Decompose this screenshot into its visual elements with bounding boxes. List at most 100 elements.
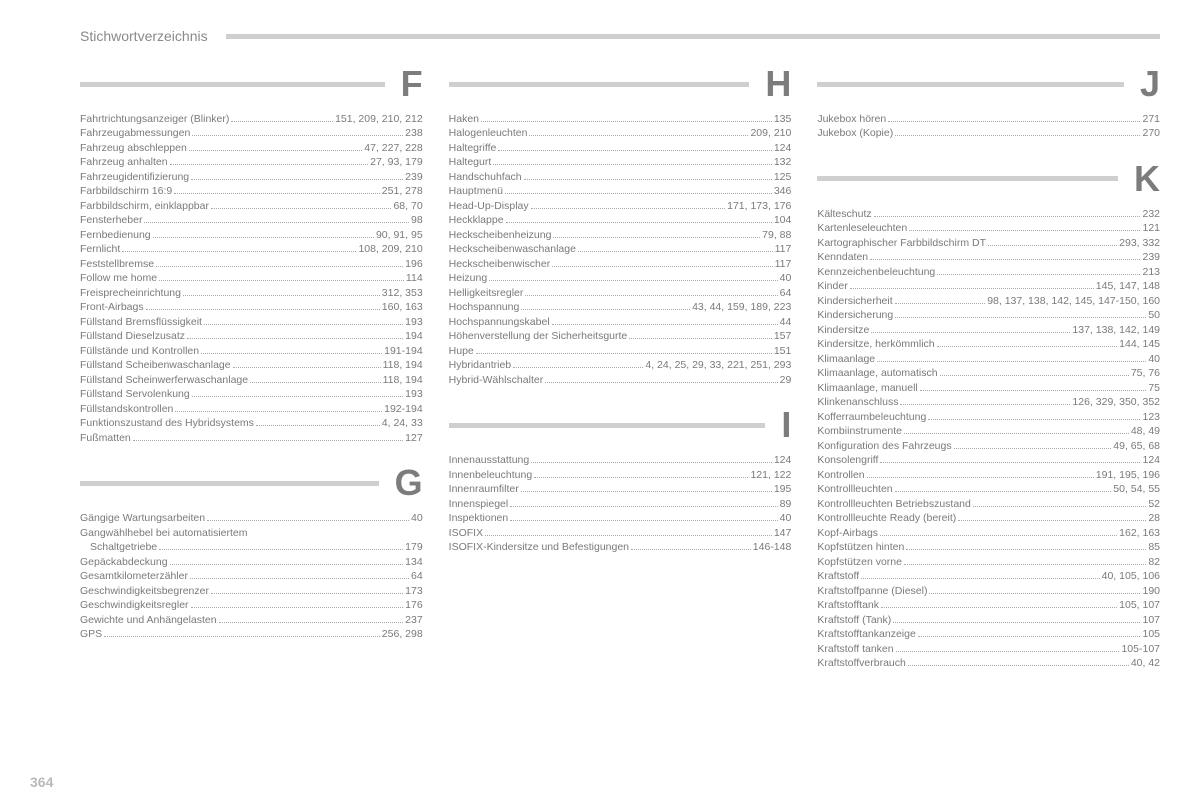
index-pages: 193: [405, 315, 423, 329]
index-entry: Farbbildschirm, einklappbar68, 70: [80, 199, 423, 213]
index-entry: ISOFIX-Kindersitze und Befestigungen146-…: [449, 540, 792, 554]
index-pages: 124: [1142, 453, 1160, 467]
index-term: Gängige Wartungsarbeiten: [80, 511, 205, 525]
index-term: Kindersicherung: [817, 308, 893, 322]
index-section: HHaken135Halogenleuchten209, 210Haltegri…: [449, 66, 792, 387]
leader-dots: [870, 259, 1140, 260]
index-term: Follow me home: [80, 271, 157, 285]
index-pages: 118, 194: [383, 373, 423, 387]
index-term: Hauptmenü: [449, 184, 503, 198]
section-head: J: [817, 66, 1160, 102]
index-term: Kraftstofftankanzeige: [817, 627, 915, 641]
index-term: Kofferraumbeleuchtung: [817, 410, 926, 424]
index-term: Hupe: [449, 344, 474, 358]
index-entry: Klimaanlage, automatisch75, 76: [817, 366, 1160, 380]
leader-dots: [896, 651, 1120, 652]
index-entry: Gesamtkilometerzähler64: [80, 569, 423, 583]
index-term: Hochspannung: [449, 300, 520, 314]
index-entry: Fensterheber98: [80, 213, 423, 227]
index-term: Füllstandskontrollen: [80, 402, 173, 416]
index-entry: Heckklappe104: [449, 213, 792, 227]
index-entry: Konfiguration des Fahrzeugs49, 65, 68: [817, 439, 1160, 453]
index-entry: Funktionszustand des Hybridsystems4, 24,…: [80, 416, 423, 430]
leader-dots: [888, 121, 1140, 122]
header-rule: [226, 34, 1160, 39]
index-pages: 29: [780, 373, 792, 387]
leader-dots: [219, 622, 404, 623]
index-entry: Kontrollleuchten Betriebszustand52: [817, 497, 1160, 511]
index-pages: 162, 163: [1119, 526, 1160, 540]
leader-dots: [861, 578, 1099, 579]
index-pages: 151: [774, 344, 792, 358]
leader-dots: [174, 193, 380, 194]
index-entry: Füllstand Dieselzusatz194: [80, 329, 423, 343]
index-term: Fußmatten: [80, 431, 131, 445]
index-term: Kraftstoff: [817, 569, 859, 583]
index-entry: Innenbeleuchtung121, 122: [449, 468, 792, 482]
leader-dots: [524, 179, 772, 180]
section-rule: [449, 423, 766, 428]
leader-dots: [144, 222, 409, 223]
leader-dots: [578, 251, 773, 252]
leader-dots: [231, 121, 333, 122]
index-pages: 40, 105, 106: [1102, 569, 1160, 583]
index-term: Geschwindigkeitsregler: [80, 598, 189, 612]
leader-dots: [531, 462, 772, 463]
index-entry: Front-Airbags160, 163: [80, 300, 423, 314]
index-entry: Inspektionen 40: [449, 511, 792, 525]
index-entry: ISOFIX147: [449, 526, 792, 540]
page-header: Stichwortverzeichnis: [80, 28, 1160, 44]
index-pages: 105-107: [1121, 642, 1160, 656]
index-term: Heckscheibenheizung: [449, 228, 552, 242]
section-letter: K: [1128, 161, 1160, 197]
leader-dots: [552, 266, 772, 267]
leader-dots: [233, 367, 381, 368]
leader-dots: [973, 506, 1146, 507]
index-term: Jukebox (Kopie): [817, 126, 893, 140]
index-term: Gangwählhebel bei automatisiertem: [80, 526, 248, 540]
index-section: IInnenausstattung124Innenbeleuchtung121,…: [449, 407, 792, 554]
index-pages: 89: [780, 497, 792, 511]
index-term: Klimaanlage, manuell: [817, 381, 917, 395]
index-pages: 40: [411, 511, 423, 525]
index-entry: Heizung40: [449, 271, 792, 285]
index-term: Inspektionen: [449, 511, 509, 525]
index-term: Jukebox hören: [817, 112, 886, 126]
leader-dots: [481, 121, 772, 122]
index-pages: 173: [405, 584, 423, 598]
index-entry: Kindersicherheit98, 137, 138, 142, 145, …: [817, 294, 1160, 308]
index-column: HHaken135Halogenleuchten209, 210Haltegri…: [449, 66, 792, 690]
index-entry: Kombiinstrumente48, 49: [817, 424, 1160, 438]
leader-dots: [187, 338, 403, 339]
index-term: GPS: [80, 627, 102, 641]
index-pages: 134: [405, 555, 423, 569]
index-section: FFahrtrichtungsanzeiger (Blinker)151, 20…: [80, 66, 423, 445]
index-entry: Jukebox hören271: [817, 112, 1160, 126]
index-entry: Innenraumfilter195: [449, 482, 792, 496]
index-pages: 123: [1142, 410, 1160, 424]
header-title: Stichwortverzeichnis: [80, 28, 208, 44]
index-pages: 4, 24, 25, 29, 33, 221, 251, 293: [645, 358, 791, 372]
index-pages: 64: [411, 569, 423, 583]
index-term: Schaltgetriebe: [80, 540, 157, 554]
index-entry: Kraftstoffpanne (Diesel)190: [817, 584, 1160, 598]
leader-dots: [192, 135, 403, 136]
leader-dots: [204, 324, 403, 325]
index-pages: 40: [780, 511, 792, 525]
index-entry: Kraftstoff 40, 105, 106: [817, 569, 1160, 583]
index-entry: Fahrzeugidentifizierung239: [80, 170, 423, 184]
leader-dots: [211, 593, 403, 594]
leader-dots: [553, 237, 760, 238]
index-term: Halogenleuchten: [449, 126, 528, 140]
index-term: Fahrzeugidentifizierung: [80, 170, 189, 184]
index-term: Kälteschutz: [817, 207, 871, 221]
index-term: Füllstände und Kontrollen: [80, 344, 199, 358]
leader-dots: [900, 404, 1070, 405]
index-pages: 195: [774, 482, 792, 496]
index-entry: Geschwindigkeitsregler176: [80, 598, 423, 612]
index-entry: Klimaanlage40: [817, 352, 1160, 366]
index-pages: 125: [774, 170, 792, 184]
leader-dots: [506, 222, 772, 223]
index-term: Fahrzeugabmessungen: [80, 126, 190, 140]
leader-dots: [493, 164, 772, 165]
